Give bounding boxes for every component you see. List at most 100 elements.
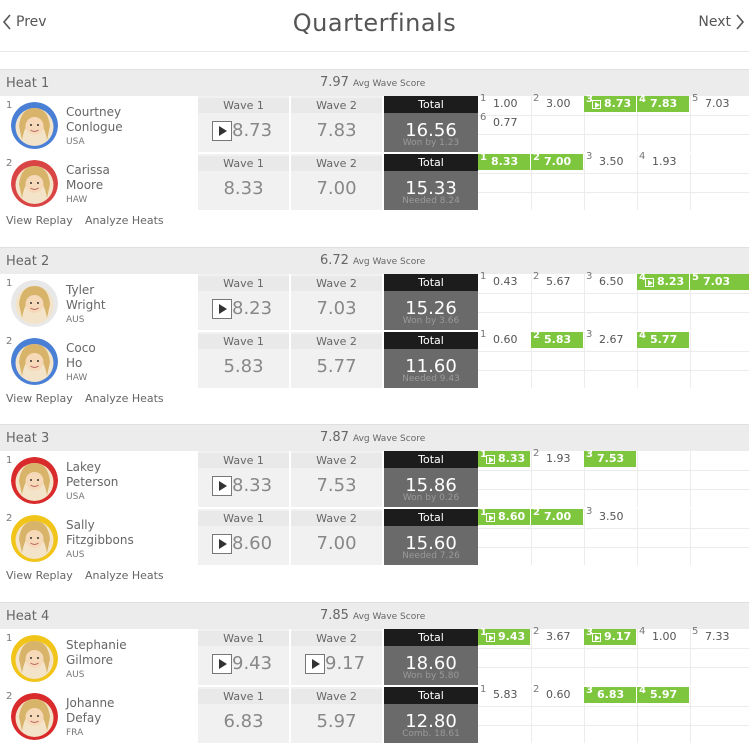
wave-score-cell[interactable]: 2 7.00 xyxy=(531,152,583,170)
heat-avg-label: Avg Wave Score xyxy=(352,434,426,444)
surfer-row: 2 Sally Fitzgibbons AUS Wave 1 8.60 Wave 2 7.00… xyxy=(0,506,749,566)
surfer-name[interactable]: Courtney Conlogue xyxy=(66,105,123,135)
wave-score-cell[interactable]: 1 9.43 xyxy=(478,627,530,645)
wave-score-cell: 6 0.77 xyxy=(478,112,530,131)
grid-line xyxy=(637,332,638,388)
play-replay-icon[interactable] xyxy=(212,654,232,674)
play-replay-icon[interactable] xyxy=(212,121,232,141)
wave-score-cell[interactable]: 1 8.33 xyxy=(478,449,530,467)
wave-score: 5.67 xyxy=(546,275,571,288)
wave-score: 8.73 xyxy=(604,97,632,110)
wave-score-cell[interactable]: 4 5.77 xyxy=(637,330,689,348)
view-replay-link[interactable]: View Replay xyxy=(6,569,73,582)
wave-score-cell[interactable]: 4 8.23 xyxy=(637,272,689,290)
grid-line xyxy=(531,509,532,565)
total-subtext: Won by 0.26 xyxy=(402,493,460,503)
surfer-name[interactable]: Carissa Moore xyxy=(66,163,110,193)
prev-link[interactable]: Prev xyxy=(2,13,47,31)
surfer-row: 1 Lakey Peterson USA Wave 1 8.33 Wave 2 7.53 Tot… xyxy=(0,448,749,508)
wave-score-cell[interactable]: 1 8.33 xyxy=(478,152,530,170)
wave-2-label: Wave 2 xyxy=(291,334,382,349)
wave-score-cell: 5 7.33 xyxy=(690,626,742,645)
play-icon[interactable] xyxy=(645,278,654,287)
wave-2-score: 7.03 xyxy=(316,298,357,319)
page-title: Quarterfinals xyxy=(292,9,457,37)
view-replay-link[interactable]: View Replay xyxy=(6,392,73,405)
play-icon[interactable] xyxy=(592,633,601,642)
wave-1-score: 6.83 xyxy=(223,711,264,732)
wave-score: 7.83 xyxy=(650,97,678,110)
wave-score: 5.77 xyxy=(650,333,678,346)
wave-score-cell[interactable]: 1 8.60 xyxy=(478,507,530,525)
wave-score-cell: 3 3.50 xyxy=(584,151,636,170)
wave-score-cell[interactable]: 3 9.17 xyxy=(584,627,636,645)
avatar[interactable] xyxy=(11,457,58,504)
wave-score-cell[interactable]: 2 7.00 xyxy=(531,507,583,525)
avatar[interactable] xyxy=(11,280,58,327)
avatar[interactable] xyxy=(11,693,58,740)
total-subtext: Won by 3.66 xyxy=(402,316,460,326)
play-icon[interactable] xyxy=(486,455,495,464)
play-icon[interactable] xyxy=(486,633,495,642)
grid-line xyxy=(637,451,638,507)
play-replay-icon[interactable] xyxy=(212,534,232,554)
wave-score: 0.43 xyxy=(493,275,518,288)
wave-score-cell[interactable]: 3 8.73 xyxy=(584,94,636,112)
total-subtext: Won by 5.80 xyxy=(402,671,460,681)
heat-name: Heat 4 xyxy=(6,609,50,624)
view-replay-link[interactable]: View Replay xyxy=(6,214,73,227)
grid-line xyxy=(584,629,585,685)
wave-score: 1.00 xyxy=(652,630,677,643)
wave-score-cell: 3 3.50 xyxy=(584,506,636,525)
wave-number: 5 xyxy=(692,93,699,104)
wave-score-cell[interactable]: 3 7.53 xyxy=(584,449,636,467)
wave-2-label: Wave 2 xyxy=(291,631,382,646)
avatar[interactable] xyxy=(11,635,58,682)
grid-line xyxy=(690,451,691,507)
wave-score: 7.33 xyxy=(705,630,730,643)
total-subtext: Needed 7.26 xyxy=(402,551,460,561)
wave-score-cell: 4 1.00 xyxy=(637,626,689,645)
avatar[interactable] xyxy=(11,338,58,385)
heat-avg-score: 7.85 Avg Wave Score xyxy=(320,608,425,623)
wave-1-label: Wave 1 xyxy=(198,276,289,291)
surfer-name[interactable]: Sally Fitzgibbons xyxy=(66,518,134,548)
play-replay-icon[interactable] xyxy=(305,654,325,674)
avatar[interactable] xyxy=(11,102,58,149)
wave-score-cell[interactable]: 5 7.03 xyxy=(690,272,749,290)
total-score: 15.86 xyxy=(405,475,457,496)
analyze-heats-link[interactable]: Analyze Heats xyxy=(85,569,164,582)
wave-score-cell[interactable]: 2 5.83 xyxy=(531,330,583,348)
wave-number: 1 xyxy=(480,152,487,163)
wave-number: 1 xyxy=(480,684,487,695)
analyze-heats-link[interactable]: Analyze Heats xyxy=(85,214,164,227)
wave-2-score: 7.00 xyxy=(316,178,357,199)
wave-score-cell[interactable]: 3 6.83 xyxy=(584,685,636,703)
avatar[interactable] xyxy=(11,515,58,562)
heat-name: Heat 2 xyxy=(6,254,50,269)
grid-line xyxy=(637,274,638,330)
wave-number: 3 xyxy=(586,271,593,282)
heat-avg-value: 7.85 xyxy=(320,608,349,623)
wave-score-cell[interactable]: 4 5.97 xyxy=(637,685,689,703)
surfer-name[interactable]: Tyler Wright xyxy=(66,283,106,313)
play-replay-icon[interactable] xyxy=(212,476,232,496)
surfer-name[interactable]: Stephanie Gilmore xyxy=(66,638,127,668)
grid-line xyxy=(690,332,691,388)
surfer-name[interactable]: Lakey Peterson xyxy=(66,460,118,490)
wave-score-cell[interactable]: 4 7.83 xyxy=(637,94,689,112)
surfer-name[interactable]: Coco Ho xyxy=(66,341,96,371)
heat-header: Heat 4 7.85 Avg Wave Score xyxy=(0,602,749,629)
play-icon[interactable] xyxy=(592,100,601,109)
total-score: 15.26 xyxy=(405,298,457,319)
next-link[interactable]: Next xyxy=(698,13,745,31)
play-icon[interactable] xyxy=(486,513,495,522)
wave-score-cell: 2 1.93 xyxy=(531,448,583,467)
surfer-first-name: Sally xyxy=(66,518,95,532)
avatar[interactable] xyxy=(11,160,58,207)
surfer-name[interactable]: Johanne Defay xyxy=(66,696,114,726)
grid-line xyxy=(637,629,638,685)
grid-line xyxy=(478,351,749,352)
play-replay-icon[interactable] xyxy=(212,299,232,319)
analyze-heats-link[interactable]: Analyze Heats xyxy=(85,392,164,405)
